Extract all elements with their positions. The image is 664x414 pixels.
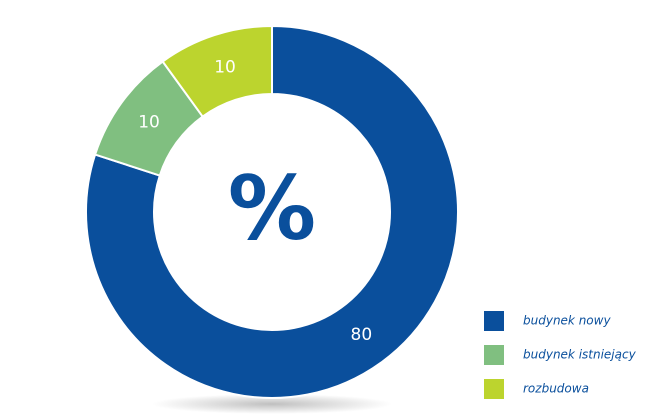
value-label: 10 — [214, 57, 236, 77]
value-label: 80 — [351, 325, 373, 345]
legend-swatch — [484, 379, 504, 399]
legend-swatch — [484, 345, 504, 365]
slice — [85, 24, 459, 399]
legend-label: budynek istniejący — [523, 348, 637, 362]
legend-label: rozbudowa — [523, 382, 589, 396]
shadow — [152, 394, 392, 414]
slice — [161, 24, 273, 118]
legend-label: budynek nowy — [523, 314, 611, 328]
legend-swatch — [484, 311, 504, 331]
value-label: 10 — [138, 113, 160, 133]
plot — [85, 24, 459, 399]
center-label: % — [228, 157, 316, 260]
